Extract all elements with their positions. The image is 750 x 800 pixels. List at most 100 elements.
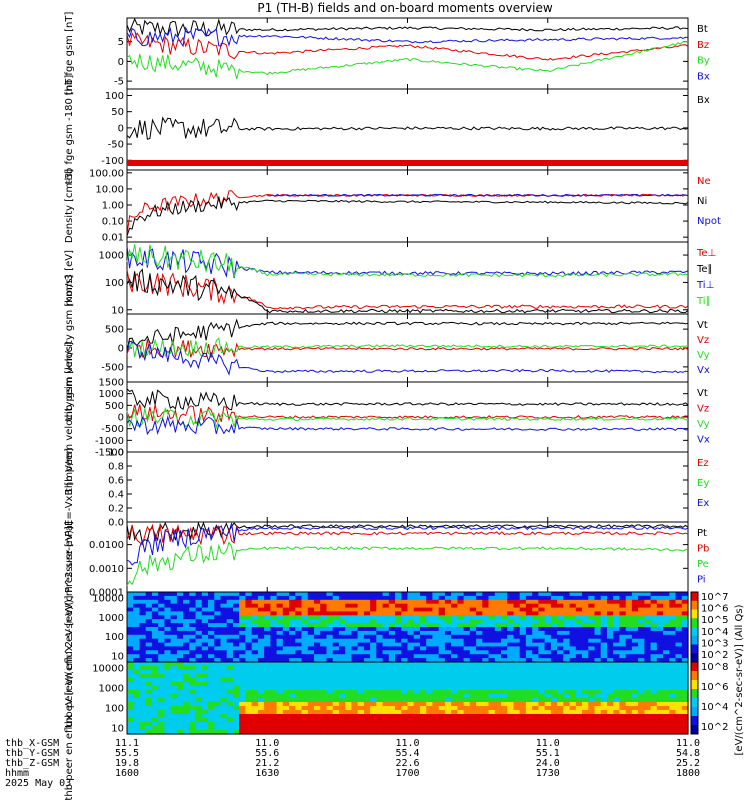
spectrogram-cell [195, 630, 203, 636]
spectrogram-cell [638, 690, 645, 695]
spectrogram-cell [208, 658, 215, 663]
spectrogram-cell [476, 595, 483, 601]
spectrogram-cell [494, 730, 502, 735]
spectrogram-cell [395, 623, 402, 628]
spectrogram-cell [600, 674, 608, 679]
spectrogram-cell [644, 698, 652, 703]
spectrogram-cell [139, 678, 147, 683]
spectrogram-cell [388, 698, 396, 703]
spectrogram-cell [164, 686, 172, 691]
spectrogram-cell [183, 603, 190, 609]
spectrogram-cell [432, 627, 440, 632]
spectrogram-cell [233, 592, 240, 597]
spectrogram-cell [457, 690, 465, 695]
spectrogram-cell [663, 634, 670, 640]
spectrogram-cell [195, 642, 203, 648]
spectrogram-cell [145, 658, 153, 663]
spectrogram-cell [519, 686, 527, 691]
spectrogram-cell [625, 595, 633, 601]
spectrogram-cell [513, 706, 521, 711]
spectrogram-cell [482, 678, 490, 683]
spectrogram-cell [314, 603, 321, 609]
spectrogram-cell [382, 706, 390, 711]
spectrogram-cell [644, 642, 652, 648]
spectrogram-cell [170, 722, 178, 727]
spectrogram-cell [569, 670, 577, 675]
spectrogram-cell [463, 714, 471, 719]
spectrogram-cell [363, 650, 371, 655]
spectrogram-cell [345, 611, 352, 616]
spectrogram-cell [550, 678, 558, 683]
spectrogram-cell [494, 662, 502, 667]
spectrogram-cell [314, 615, 321, 620]
spectrogram-cell [276, 686, 284, 691]
spectrogram-cell [208, 650, 215, 655]
spectrogram-cell [208, 670, 215, 675]
spectrogram-cell [476, 662, 483, 667]
spectrogram-cell [158, 595, 165, 601]
spectrogram-cell [189, 714, 197, 719]
spectrogram-cell [189, 694, 197, 699]
spectrogram-cell [432, 603, 440, 609]
spectrogram-cell [351, 674, 359, 679]
spectrogram-cell [133, 623, 140, 628]
spectrogram-cell [550, 686, 558, 691]
spectrogram-cell [519, 666, 527, 671]
spectrogram-cell [638, 662, 645, 667]
spectrogram-cell [575, 722, 583, 727]
spectrogram-cell [332, 607, 340, 613]
spectrogram-cell [208, 666, 215, 671]
spectrogram-cell [127, 595, 134, 601]
spectrogram-cell [245, 710, 253, 715]
spectrogram-cell [382, 690, 390, 695]
spectrogram-cell [176, 678, 184, 683]
spectrogram-cell [607, 714, 614, 719]
spectrogram-cell [420, 615, 427, 620]
spectrogram-cell [351, 666, 359, 671]
spectrogram-cell [501, 634, 508, 640]
spectrogram-cell [257, 595, 265, 601]
spectrogram-cell [314, 706, 321, 711]
spectrogram-cell [127, 714, 134, 719]
spectrogram-cell [538, 650, 546, 655]
spectrogram-cell [525, 722, 533, 727]
spectrogram-cell [538, 615, 546, 620]
spectrogram-cell [525, 592, 533, 597]
series-By [126, 41, 688, 80]
spectrogram-cell [457, 698, 465, 703]
spectrogram-cell [681, 603, 689, 609]
spectrogram-cell [619, 654, 627, 659]
spectrogram-cell [295, 630, 303, 636]
spectrogram-cell [276, 698, 284, 703]
spectrogram-cell [482, 646, 490, 651]
series-Ne [126, 190, 689, 236]
spectrogram-cell [214, 666, 222, 671]
spectrogram-cell [575, 642, 583, 648]
spectrogram-cell [544, 694, 552, 699]
footer-value: 55.1 [536, 748, 560, 759]
spectrogram-cell [656, 714, 664, 719]
spectrogram-cell [451, 638, 458, 644]
spectrogram-cell [557, 646, 564, 651]
spectrogram-cell [532, 726, 539, 731]
spectrogram-cell [525, 650, 533, 655]
spectrogram-cell [270, 603, 278, 609]
spectrogram-cell [525, 714, 533, 719]
spectrogram-cell [513, 698, 521, 703]
spectrogram-cell [351, 730, 359, 735]
spectrogram-cell [451, 615, 458, 620]
spectrogram-cell [507, 710, 514, 715]
spectrogram-cell [133, 678, 140, 683]
spectrogram-cell [151, 607, 159, 613]
spectrogram-cell [457, 686, 465, 691]
spectrogram-cell [407, 658, 415, 663]
spectrogram-cell [513, 650, 521, 655]
spectrogram-cell [245, 718, 253, 723]
spectrogram-cell [201, 630, 209, 636]
spectrogram-cell [388, 595, 396, 601]
spectrogram-cell [382, 595, 390, 601]
spectrogram-cell [525, 658, 533, 663]
spectrogram-cell [613, 630, 620, 636]
spectrogram-cell [357, 718, 365, 723]
spectrogram-cell [201, 619, 209, 624]
